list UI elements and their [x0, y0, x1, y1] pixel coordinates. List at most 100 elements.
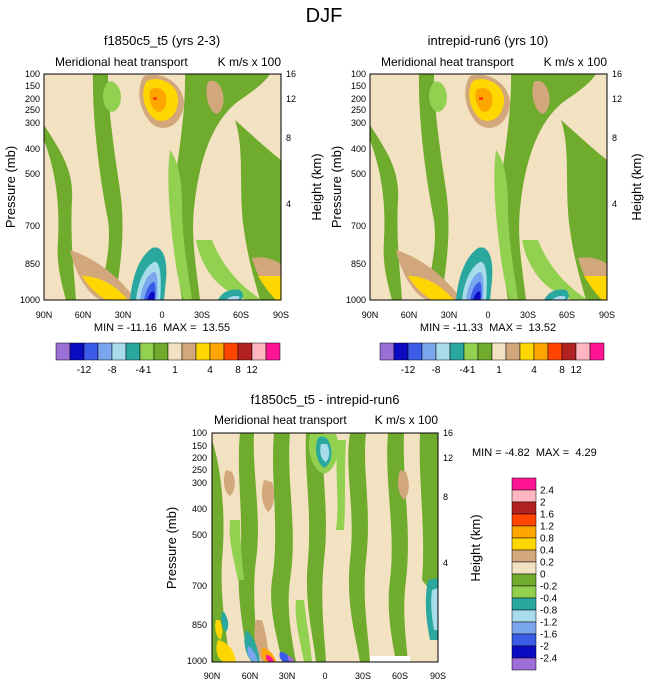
colorbar-1-label: 4 — [207, 365, 213, 376]
panel-1-subtitle-left: Meridional heat transport — [55, 55, 188, 69]
colorbar-3-swatch — [511, 525, 537, 539]
colorbar-3-swatch — [511, 633, 537, 647]
panel-3-x-tick: 60S — [392, 671, 408, 681]
panel-2-x-tick: 90S — [599, 310, 615, 320]
panel-3-band-lightgreen — [336, 440, 346, 530]
panel-3-band-green — [212, 440, 230, 662]
panel-3-y-axis-label-right: Height (km) — [468, 514, 483, 581]
colorbar-2-swatch — [477, 342, 493, 361]
colorbar-2-swatch — [421, 342, 437, 361]
panel-1-x-tick: 90S — [273, 310, 289, 320]
panel-2-y-tick: 100 — [351, 69, 366, 79]
panel-3-subtitle-left: Meridional heat transport — [214, 413, 347, 427]
colorbar-1-swatch — [265, 342, 281, 361]
colorbar-3-swatch — [511, 489, 537, 503]
panel-3-band-pos — [216, 640, 236, 662]
panel-1-y-tick-right: 8 — [286, 133, 291, 143]
colorbar-2-label: 1 — [496, 365, 502, 376]
panel-2-y-tick-right: 8 — [612, 133, 617, 143]
panel-1-y-tick: 700 — [25, 221, 40, 231]
panel-1-band-neg12 — [147, 291, 155, 300]
panel-3-band-green — [348, 433, 370, 662]
colorbar-2-swatch — [505, 342, 521, 361]
colorbar-1-label: -12 — [77, 365, 92, 376]
panel-1-band-yellow — [82, 276, 128, 300]
colorbar-2-swatch — [407, 342, 423, 361]
panel-3-band-tan — [223, 470, 235, 496]
colorbar-2-label: 12 — [570, 365, 582, 376]
panel-1-band-lightgreen — [196, 240, 262, 300]
panel-3-y-tick: 400 — [192, 504, 207, 514]
colorbar-2-label: -4 — [460, 365, 469, 376]
panel-2-y-axis-label: Pressure (mb) — [329, 146, 344, 228]
colorbar-3-label: 2.4 — [540, 486, 554, 497]
colorbar-3: 2.421.61.20.80.40.20-0.2-0.4-0.8-1.2-1.6… — [511, 477, 558, 671]
panel-1-band-yellow — [258, 276, 281, 300]
panel-2-x-tick: 30S — [520, 310, 536, 320]
panel-1-x-tick: 90N — [36, 310, 53, 320]
panel-3-band-green — [271, 433, 296, 662]
colorbar-3-swatch — [511, 501, 537, 515]
colorbar-1-swatch — [181, 342, 197, 361]
panel-2-title: intrepid-run6 (yrs 10) — [428, 33, 549, 48]
panel-2-band-green — [561, 120, 607, 300]
panel-1-y-tick: 300 — [25, 118, 40, 128]
panel-2-band-neg4 — [552, 296, 566, 300]
panel-3-x-tick: 0 — [322, 671, 327, 681]
colorbar-2-swatch — [519, 342, 535, 361]
panel-2-band-orange — [475, 88, 493, 112]
panel-1-subtitle-right: K m/s x 100 — [218, 55, 282, 69]
panel-1-y-tick-right: 12 — [286, 94, 296, 104]
colorbar-1-swatch — [209, 342, 225, 361]
colorbar-1-swatch — [69, 342, 85, 361]
panel-2-band-green — [370, 125, 402, 300]
panel-3-y-tick: 1000 — [187, 656, 207, 666]
panel-3-band-pos — [215, 620, 223, 640]
colorbar-3-label: 1.6 — [540, 510, 554, 521]
panel-1-x-tick: 30S — [194, 310, 210, 320]
colorbar-1: -12 -8 -4-1 1 4 8 12 — [55, 342, 281, 376]
panel-1-band-neg4 — [226, 296, 240, 300]
panel-3-y-axis-label: Pressure (mb) — [164, 507, 179, 589]
panel-2-band-green — [418, 74, 449, 300]
figure-title: DJF — [306, 5, 343, 27]
panel-1-max-marker — [153, 97, 157, 100]
panel-2-band-tan — [396, 250, 462, 300]
panel-1-band-tan — [206, 80, 224, 114]
panel-2-y-tick-right: 4 — [612, 199, 617, 209]
colorbar-3-label: 1.2 — [540, 522, 554, 533]
colorbar-3-label: 0.4 — [540, 546, 554, 557]
panel-1: f1850c5_t5 (yrs 2-3) Meridional heat tra… — [3, 33, 324, 334]
colorbar-1-swatch — [153, 342, 169, 361]
colorbar-2-swatch — [393, 342, 409, 361]
colorbar-2-label: 8 — [559, 365, 565, 376]
panel-2-y-tick: 700 — [351, 221, 366, 231]
colorbar-3-swatch — [511, 549, 537, 563]
colorbar-2-swatch — [435, 342, 451, 361]
panel-2-x-tick: 30N — [441, 310, 458, 320]
colorbar-2-swatch — [379, 342, 395, 361]
panel-1-band-green — [235, 120, 281, 300]
panel-3-y-tick: 150 — [192, 441, 207, 451]
panel-3-frame — [211, 432, 439, 663]
panel-1-x-tick: 60N — [75, 310, 92, 320]
panel-1-y-tick: 850 — [25, 259, 40, 269]
panel-3-band-neg — [247, 646, 258, 662]
colorbar-3-swatch — [511, 657, 537, 671]
colorbar-1-label: 12 — [246, 365, 258, 376]
colorbar-3-swatch — [511, 621, 537, 635]
panel-2-x-tick: 60N — [401, 310, 418, 320]
panel-3-y-tick: 850 — [192, 620, 207, 630]
colorbar-2-label: 4 — [531, 365, 537, 376]
colorbar-1-swatch — [139, 342, 155, 361]
colorbar-2-label: -1 — [467, 365, 476, 376]
panel-2-subtitle-left: Meridional heat transport — [381, 55, 514, 69]
panel-3-band-green — [238, 433, 258, 650]
colorbar-2: -12 -8 -4-1 1 4 8 12 — [379, 342, 605, 376]
panel-3-band-green — [305, 433, 326, 662]
colorbar-3-label: 0.8 — [540, 534, 554, 545]
panel-2-band-lightgreen — [522, 240, 588, 300]
panel-3: f1850c5_t5 - intrepid-run6 Meridional he… — [164, 392, 597, 681]
panel-2-y-tick-right: 12 — [612, 94, 622, 104]
colorbar-2-swatch — [491, 342, 507, 361]
